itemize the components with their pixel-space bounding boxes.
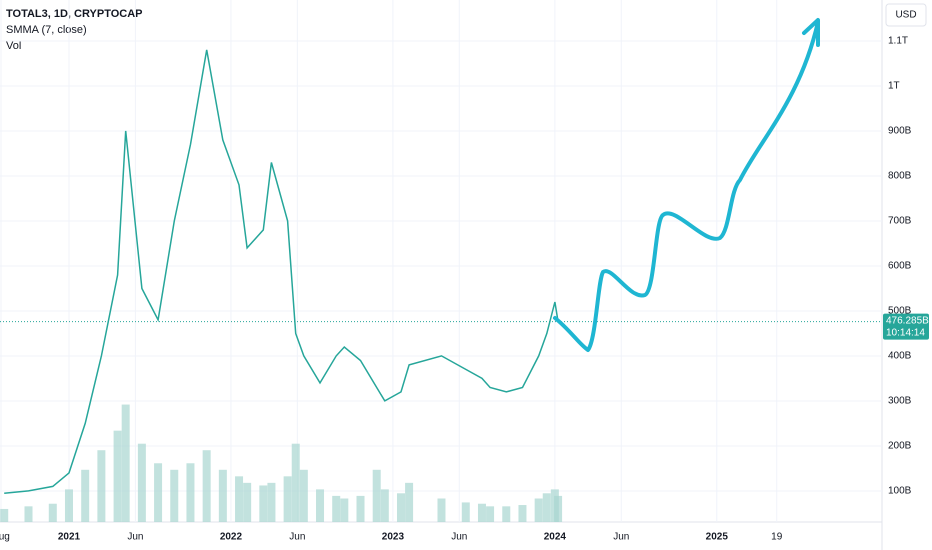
y-tick-label: 700B (888, 216, 912, 227)
x-tick-label: 2025 (706, 532, 729, 543)
volume-bar (48, 503, 57, 522)
volume-bar (461, 502, 470, 522)
volume-bar (299, 469, 308, 522)
x-tick-label: Jun (289, 532, 305, 543)
volume-bar (154, 463, 163, 522)
volume-bar (518, 505, 527, 522)
volume-bar (502, 506, 511, 522)
y-tick-label: 800B (888, 171, 912, 182)
volume-bar (243, 482, 252, 522)
y-tick-label: 600B (888, 261, 912, 272)
y-tick-label: 400B (888, 351, 912, 362)
y-tick-label: 1T (888, 81, 900, 92)
volume-bar (235, 476, 244, 522)
last-price-box (883, 313, 929, 340)
x-tick-label: Jun (613, 532, 629, 543)
volume-bar (372, 469, 381, 522)
volume-bar (554, 495, 563, 522)
volume-bar (170, 469, 179, 522)
volume-bar (477, 503, 486, 522)
y-tick-label: 900B (888, 126, 912, 137)
volume-bar (380, 489, 389, 522)
x-tick-label: 2021 (58, 532, 81, 543)
y-tick-label: 300B (888, 396, 912, 407)
price-line (4, 49, 559, 494)
currency-label[interactable]: USD (895, 10, 916, 21)
volume-bar (121, 404, 130, 522)
volume-bar (267, 482, 276, 522)
y-tick-label: 500B (888, 306, 912, 317)
last-price-label: 476.285B (886, 315, 929, 326)
x-tick-label: 2023 (382, 532, 405, 543)
volume-bar (332, 495, 341, 522)
chart-title: TOTAL3, 1D, CRYPTOCAP (6, 8, 143, 20)
x-tick-label: Aug (0, 532, 10, 543)
volume-bar (291, 443, 300, 522)
indicator-label: SMMA (7, close) (6, 24, 87, 36)
countdown-label: 10:14:14 (886, 327, 925, 338)
x-tick-label: 2024 (544, 532, 567, 543)
volume-bar (534, 498, 543, 522)
volume-bar (24, 506, 33, 522)
volume-bar (81, 469, 90, 522)
volume-bar (202, 450, 211, 522)
volume-bar (137, 443, 146, 522)
volume-bar (486, 506, 495, 522)
volume-bar (0, 508, 9, 522)
x-tick-label: 19 (771, 532, 783, 543)
x-tick-label: 2022 (220, 532, 243, 543)
volume-bar (340, 498, 349, 522)
volume-bar (405, 482, 414, 522)
y-tick-label: 200B (888, 441, 912, 452)
x-tick-label: Jun (451, 532, 467, 543)
volume-bar (316, 489, 325, 522)
y-tick-label: 100B (888, 486, 912, 497)
volume-bar (218, 469, 227, 522)
x-tick-label: Jun (127, 532, 143, 543)
volume-bar (113, 430, 122, 522)
volume-bar (542, 493, 551, 522)
volume-bar (186, 463, 195, 522)
currency-button[interactable] (885, 3, 927, 27)
volume-bar (396, 493, 405, 522)
y-tick-label: 1.1T (888, 36, 908, 47)
volume-bar (437, 498, 446, 522)
volume-bar (64, 489, 73, 522)
volume-bar (97, 450, 106, 522)
projection-drawing (553, 18, 820, 352)
volume-bar (283, 476, 292, 522)
volume-bar (356, 495, 365, 522)
indicator-label: Vol (6, 40, 21, 52)
volume-bar (259, 485, 268, 522)
